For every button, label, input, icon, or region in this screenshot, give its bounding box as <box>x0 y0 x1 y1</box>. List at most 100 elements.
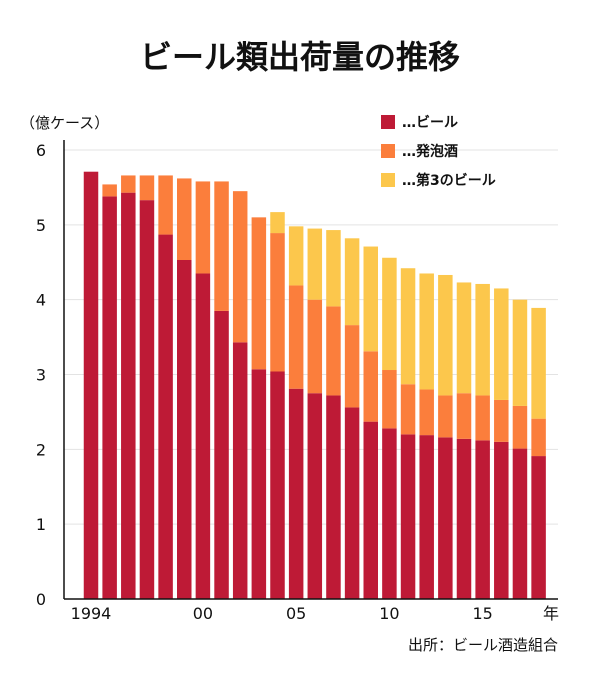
bar-2010-series-0 <box>382 428 397 599</box>
bar-2017-series-1 <box>512 405 528 449</box>
bar-stack-2001 <box>214 181 229 599</box>
legend: …ビール …発泡酒 …第3のビール <box>381 115 496 189</box>
bar-stack-2011 <box>400 268 416 599</box>
bar-2008-series-0 <box>344 407 360 599</box>
bar-stack-2015 <box>475 283 490 599</box>
bar-1996-series-0 <box>121 192 136 599</box>
x-tick-label-1994: 1994 <box>71 604 112 623</box>
bar-1996-series-1 <box>121 175 136 193</box>
bar-2014-series-0 <box>456 438 472 599</box>
bar-stack-1998 <box>158 175 173 600</box>
bar-stack-2018 <box>531 307 546 599</box>
y-tick-label-6: 6 <box>36 141 46 160</box>
bar-1995-series-1 <box>102 184 117 197</box>
bar-2007-series-0 <box>326 395 341 599</box>
bar-stack-2002 <box>232 191 248 599</box>
bar-1998-series-1 <box>158 175 173 235</box>
bar-stack-2003 <box>251 217 267 599</box>
x-tick-labels: 1994 00 05 10 15 <box>71 604 493 623</box>
bar-2004-series-2 <box>270 212 285 234</box>
bar-2015-series-2 <box>475 283 490 396</box>
bar-2003-series-0 <box>251 369 267 599</box>
bar-2003-series-1 <box>251 217 267 370</box>
bar-2016-series-0 <box>494 441 509 599</box>
bar-2004-series-0 <box>270 371 285 599</box>
bar-2018-series-2 <box>531 307 546 419</box>
bar-2010-series-2 <box>382 257 397 371</box>
bar-stack-2010 <box>382 257 397 599</box>
legend-swatch-2 <box>381 173 395 187</box>
bar-2006-series-1 <box>307 299 323 394</box>
bar-2005-series-0 <box>288 388 304 599</box>
bar-2004-series-1 <box>270 233 285 372</box>
bar-2002-series-1 <box>232 191 248 343</box>
bar-2013-series-2 <box>438 274 453 396</box>
bar-2010-series-1 <box>382 370 397 429</box>
bar-stack-1994 <box>83 171 99 599</box>
bar-stack-1996 <box>121 175 136 599</box>
bar-2007-series-2 <box>326 230 341 307</box>
bar-2014-series-2 <box>456 282 472 394</box>
x-axis-year-suffix: 年 <box>543 604 559 623</box>
y-tick-label-3: 3 <box>36 366 46 385</box>
bar-1994-series-0 <box>83 171 99 599</box>
bar-stack-2000 <box>195 181 211 599</box>
bar-2001-series-1 <box>214 181 229 311</box>
bars <box>83 171 546 600</box>
bar-2002-series-0 <box>232 342 248 599</box>
bar-2008-series-2 <box>344 238 360 326</box>
x-tick-label-00: 00 <box>193 604 213 623</box>
bar-2009-series-0 <box>363 421 378 599</box>
y-axis-unit-label: （億ケース） <box>20 114 109 132</box>
bar-2012-series-2 <box>419 273 434 390</box>
bar-stack-2005 <box>288 226 304 599</box>
legend-swatch-0 <box>381 115 395 129</box>
x-tick-label-05: 05 <box>286 604 306 623</box>
bar-2007-series-1 <box>326 306 341 396</box>
x-tick-label-15: 15 <box>472 604 492 623</box>
bar-stack-2012 <box>419 273 434 599</box>
bar-stack-2006 <box>307 228 323 599</box>
bar-1999-series-1 <box>177 178 192 261</box>
bar-2011-series-2 <box>400 268 416 385</box>
bar-2000-series-1 <box>195 181 211 274</box>
y-tick-label-5: 5 <box>36 216 46 235</box>
bar-2011-series-1 <box>400 384 416 435</box>
bar-1995-series-0 <box>102 196 117 599</box>
bar-2009-series-2 <box>363 246 378 352</box>
legend-swatch-1 <box>381 144 395 158</box>
bar-2013-series-0 <box>438 437 453 599</box>
bar-2018-series-0 <box>531 456 546 599</box>
y-tick-label-2: 2 <box>36 440 46 459</box>
y-tick-label-0: 0 <box>36 590 46 609</box>
bar-stack-2017 <box>512 299 528 599</box>
legend-label-2: …第3のビール <box>402 172 496 189</box>
bar-1999-series-0 <box>177 260 192 599</box>
chart-title: ビール類出荷量の推移 <box>140 38 460 76</box>
bar-2017-series-2 <box>512 299 528 406</box>
legend-label-0: …ビール <box>402 115 458 131</box>
axes <box>63 140 558 600</box>
legend-label-1: …発泡酒 <box>402 143 458 160</box>
bar-2015-series-1 <box>475 395 490 441</box>
bar-2011-series-0 <box>400 434 416 599</box>
bar-stack-2009 <box>363 246 378 599</box>
bar-1997-series-1 <box>139 175 155 201</box>
bar-2016-series-1 <box>494 399 509 442</box>
bar-stack-2013 <box>438 274 453 599</box>
bar-2012-series-1 <box>419 389 434 436</box>
bar-2005-series-2 <box>288 226 304 286</box>
bar-2005-series-1 <box>288 285 304 389</box>
bar-2018-series-1 <box>531 418 546 457</box>
bar-2000-series-0 <box>195 273 211 599</box>
bar-stack-2004 <box>270 212 285 599</box>
bar-2012-series-0 <box>419 435 434 599</box>
bar-stack-2016 <box>494 288 509 599</box>
bar-2001-series-0 <box>214 310 229 599</box>
bar-stack-1997 <box>139 175 155 599</box>
bar-2006-series-2 <box>307 228 323 300</box>
bar-stack-2014 <box>456 282 472 599</box>
bar-2008-series-1 <box>344 325 360 408</box>
bar-stack-2007 <box>326 230 341 599</box>
